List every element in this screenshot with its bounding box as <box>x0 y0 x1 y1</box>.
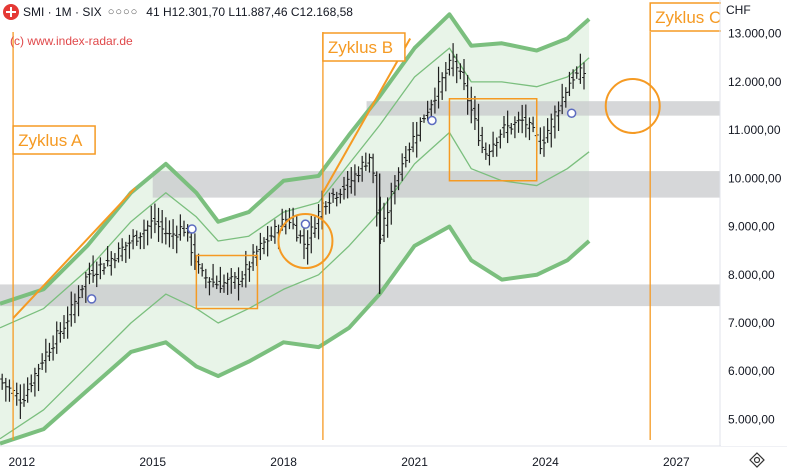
channel-fill <box>0 14 590 444</box>
symbol-header: SMI · 1M · SIX ○○○○ 41 H12.301,70 L11.88… <box>0 0 353 24</box>
trendline <box>322 37 412 194</box>
trendline <box>12 187 137 319</box>
swiss-flag-icon <box>3 4 19 20</box>
cycle-label-box <box>322 32 406 62</box>
y-tick-label: 7.000,00 <box>728 316 775 330</box>
currency-label[interactable]: CHF <box>726 3 751 17</box>
y-tick-label: 13.000,00 <box>728 27 782 41</box>
symbol-label[interactable]: SMI · 1M · SIX <box>23 5 102 19</box>
cycle-label: Zyklus C <box>655 8 721 27</box>
x-tick-label: 2021 <box>401 455 428 469</box>
cycle-label-box <box>12 125 96 155</box>
x-tick-label: 2012 <box>8 455 35 469</box>
event-marker <box>86 294 97 304</box>
watermark: (c) www.index-radar.de <box>10 34 133 48</box>
price-axis-mask <box>721 0 787 446</box>
x-tick-label: 2027 <box>663 455 690 469</box>
y-tick-label: 6.000,00 <box>728 364 775 378</box>
consolidation-box <box>448 98 538 182</box>
y-tick-label: 8.000,00 <box>728 268 775 282</box>
consolidation-box <box>195 254 259 310</box>
ohlc-high: H12.301,70 <box>162 5 226 19</box>
event-marker <box>427 115 437 126</box>
mid-upper-band <box>0 47 590 329</box>
support-zone <box>152 171 720 198</box>
cycle-label: Zyklus A <box>18 131 83 150</box>
x-tick-label: 2018 <box>270 455 297 469</box>
y-tick-label: 12.000,00 <box>728 75 782 89</box>
ohlc-bars <box>0 43 586 419</box>
event-marker <box>300 219 311 229</box>
ohlc-prefix: 41 <box>146 5 160 19</box>
ohlc-close: C12.168,58 <box>290 5 353 19</box>
highlight-circle <box>277 213 334 270</box>
x-tick-label: 2024 <box>532 455 559 469</box>
y-tick-label: 11.000,00 <box>728 123 781 137</box>
y-tick-label: 5.000,00 <box>728 412 775 426</box>
y-tick-label: 9.000,00 <box>728 220 775 234</box>
ohlc-low: L11.887,46 <box>228 5 288 19</box>
event-marker <box>566 108 577 118</box>
cycle-label: Zyklus B <box>328 38 393 57</box>
support-zone <box>0 284 720 307</box>
y-tick-label: 10.000,00 <box>728 171 782 185</box>
menu-dots-icon[interactable]: ○○○○ <box>107 6 139 18</box>
highlight-circle <box>604 77 661 134</box>
settings-icon[interactable] <box>749 452 765 468</box>
cycle-label-box <box>649 2 733 32</box>
x-tick-label: 2015 <box>139 455 166 469</box>
outer-lower-band <box>0 224 591 446</box>
event-marker <box>187 224 197 234</box>
support-zone <box>366 101 720 116</box>
